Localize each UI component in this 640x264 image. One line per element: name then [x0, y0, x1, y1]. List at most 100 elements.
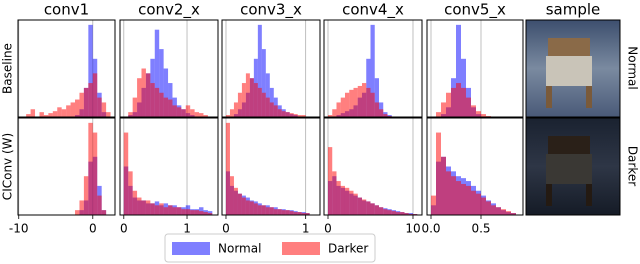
chair-leg	[586, 86, 592, 108]
histogram-bar	[194, 112, 200, 117]
histogram-bar	[163, 207, 169, 215]
legend-swatch	[172, 242, 210, 255]
histogram-bar	[145, 73, 151, 117]
histogram-bar	[277, 109, 282, 117]
axes-frame	[426, 19, 524, 118]
histogram-bar	[194, 210, 200, 215]
histogram-bar	[436, 112, 441, 117]
histogram-bar	[159, 92, 164, 117]
histogram-bar	[75, 210, 80, 215]
histogram-bar	[471, 105, 476, 117]
axes-frame	[323, 117, 423, 216]
histogram-bar	[285, 210, 290, 215]
histogram-bar	[181, 209, 186, 215]
histogram-bar	[461, 87, 466, 117]
chair-leg	[586, 184, 592, 206]
histogram-bar	[249, 201, 254, 215]
chair-back	[548, 136, 590, 154]
histogram-bar	[289, 113, 294, 117]
histogram-bar	[466, 185, 471, 215]
histogram-bar	[293, 212, 298, 215]
histogram-bar	[349, 190, 354, 215]
column-title: conv3_x	[240, 1, 302, 20]
histogram-bar	[327, 115, 333, 117]
histogram-bar	[52, 111, 58, 117]
histogram-bar	[43, 115, 49, 117]
chair-seat	[546, 56, 592, 86]
histogram-bar	[176, 107, 182, 117]
histogram-bar	[97, 97, 102, 117]
histogram-bar	[257, 205, 262, 215]
histogram-bar	[441, 102, 446, 117]
histogram-bar	[150, 203, 155, 215]
histogram-bar	[233, 187, 238, 215]
histogram-bar	[265, 207, 270, 215]
histogram-bar	[269, 102, 274, 117]
histogram-bar	[261, 205, 266, 215]
column-title: conv5_x	[444, 1, 506, 20]
x-tick-label: 1	[183, 222, 191, 236]
histogram-bar	[172, 207, 177, 215]
histogram-bar	[163, 97, 169, 117]
axes-frame	[323, 19, 423, 118]
histogram-bar	[245, 200, 250, 215]
row-label: CIConv (W)	[1, 133, 15, 200]
histogram-bar	[132, 190, 138, 215]
histogram-bar	[332, 171, 337, 215]
histogram-bar	[344, 187, 350, 215]
histogram-bar	[150, 83, 155, 117]
histogram-bar	[199, 113, 204, 117]
histogram-bar	[26, 114, 31, 117]
histogram-bar	[451, 176, 456, 215]
histogram-bar	[237, 193, 242, 215]
histogram-bar	[181, 109, 186, 117]
histogram-bar	[366, 87, 371, 117]
histogram-bar	[456, 83, 461, 117]
histogram-bar	[461, 183, 466, 215]
histogram-bar	[456, 24, 461, 118]
histogram-bar	[451, 87, 456, 117]
histogram-bar	[370, 203, 375, 215]
histogram-bar	[123, 132, 129, 215]
histogram-bar	[57, 107, 62, 117]
histogram-bar	[366, 201, 371, 215]
histogram-bar	[506, 211, 511, 215]
legend-label: Normal	[218, 242, 261, 256]
x-tick-label: 0	[120, 222, 128, 236]
histogram-bar	[353, 87, 358, 117]
axes-frame	[17, 19, 116, 118]
histogram-bar	[154, 87, 160, 117]
histogram-bar	[289, 211, 294, 215]
axes-frame	[119, 19, 219, 118]
histogram-bar	[61, 109, 67, 117]
histogram-bar	[185, 209, 191, 215]
histogram-bar	[172, 105, 177, 117]
histogram-bar	[349, 89, 354, 117]
histogram-bar	[207, 213, 213, 215]
histogram-bar	[446, 92, 451, 117]
histogram-bar	[137, 78, 142, 117]
histogram-bar	[370, 92, 375, 117]
histogram-bar	[374, 205, 379, 215]
histogram-bar	[344, 92, 350, 117]
histogram-bar	[378, 109, 384, 117]
chair-leg	[546, 86, 552, 108]
histogram-bar	[273, 105, 278, 117]
histogram-bar	[476, 193, 481, 215]
x-tick-label: 1	[302, 222, 310, 236]
histogram-bar	[132, 97, 138, 117]
image-frame	[525, 117, 621, 216]
histogram-bar	[88, 24, 93, 118]
histogram-bar	[154, 205, 160, 215]
histogram-bar	[301, 115, 306, 117]
histogram-bar	[383, 209, 388, 215]
histogram-bar	[361, 83, 367, 117]
x-tick-label: 10	[405, 222, 420, 236]
histogram-bar	[374, 102, 379, 117]
histogram-bar	[83, 87, 89, 117]
histogram-bar	[481, 197, 486, 215]
histogram-bar	[400, 212, 405, 215]
histogram-bar	[253, 203, 258, 215]
x-tick-label: 0	[89, 222, 97, 236]
histogram-bar	[395, 212, 401, 215]
